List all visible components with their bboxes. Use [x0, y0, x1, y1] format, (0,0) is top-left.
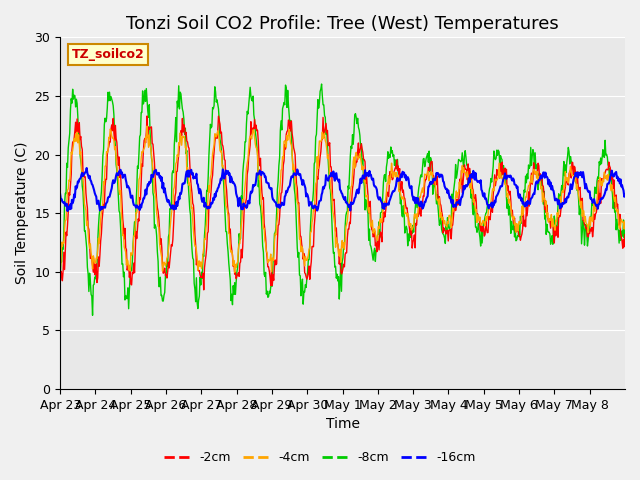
Legend: -2cm, -4cm, -8cm, -16cm: -2cm, -4cm, -8cm, -16cm — [159, 446, 481, 469]
Y-axis label: Soil Temperature (C): Soil Temperature (C) — [15, 142, 29, 285]
Text: TZ_soilco2: TZ_soilco2 — [72, 48, 144, 61]
X-axis label: Time: Time — [326, 418, 360, 432]
Title: Tonzi Soil CO2 Profile: Tree (West) Temperatures: Tonzi Soil CO2 Profile: Tree (West) Temp… — [126, 15, 559, 33]
